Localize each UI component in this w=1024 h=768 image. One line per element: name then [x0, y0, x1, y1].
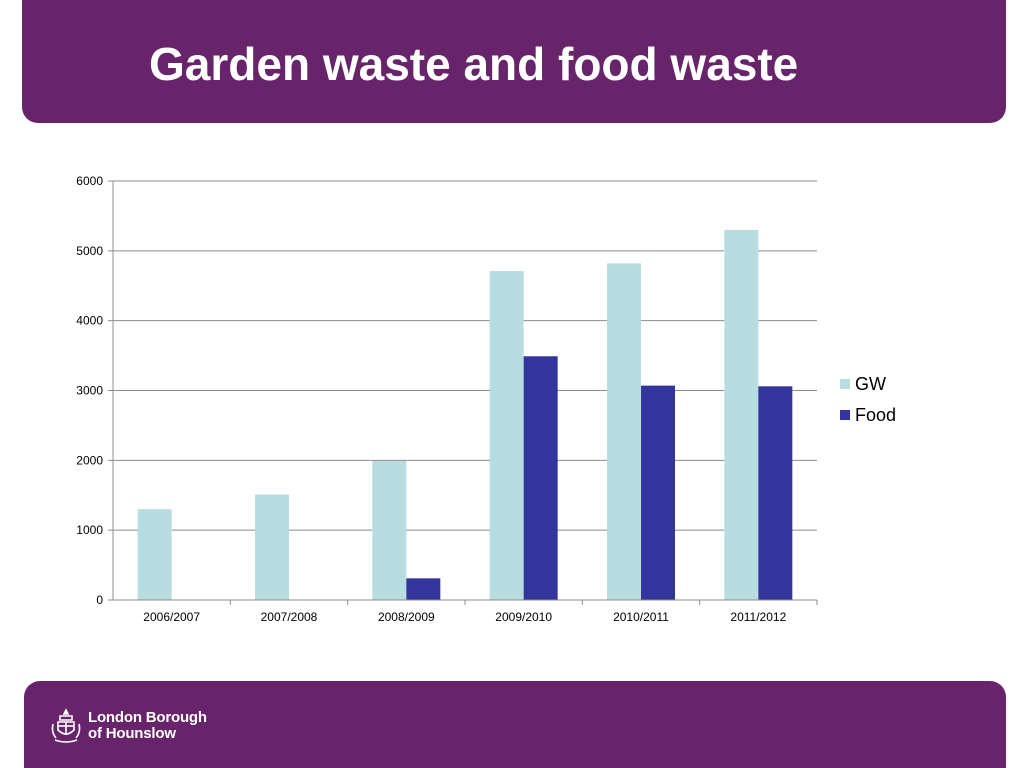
- legend-label-food: Food: [855, 405, 896, 425]
- bar-food-2009-2010: [523, 356, 558, 600]
- x-tick-label: 2009/2010: [495, 610, 552, 624]
- header-band: [22, 0, 1006, 123]
- slide-title: Garden waste and food waste: [149, 38, 799, 90]
- footer-band: [24, 681, 1006, 768]
- bar-gw-2006-2007: [137, 509, 172, 600]
- bar-gw-2007-2008: [255, 494, 289, 600]
- y-tick-label: 3000: [76, 384, 103, 398]
- bar-layer: [137, 229, 793, 600]
- logo-line-2: of Hounslow: [88, 725, 176, 742]
- logo-line-1: London Borough: [88, 709, 207, 726]
- bar-food-2008-2009: [406, 578, 441, 600]
- grid-layer: [113, 180, 817, 531]
- bar-food-2011-2012: [758, 386, 793, 600]
- y-tick-label: 4000: [76, 314, 103, 328]
- borough-crest-icon: [51, 708, 81, 743]
- bar-gw-2011-2012: [724, 229, 759, 600]
- logo-text: London Borough of Hounslow: [88, 710, 207, 742]
- bar-food-2010-2011: [641, 385, 675, 600]
- y-tick-label: 2000: [76, 453, 103, 467]
- axis-layer: 0 1000 2000 3000 4000 5000 6000 2006/2007 2007/2…: [76, 174, 818, 624]
- y-tick-label: 5000: [76, 244, 103, 258]
- bar-gw-2008-2009: [372, 461, 407, 600]
- x-tick-label: 2006/2007: [143, 610, 200, 624]
- legend-swatch-food: [840, 410, 850, 420]
- x-tick-label: 2010/2011: [613, 610, 669, 624]
- x-tick-label: 2008/2009: [378, 610, 435, 624]
- y-tick-label: 0: [96, 593, 103, 607]
- x-tick-label: 2007/2008: [261, 610, 318, 624]
- bar-gw-2009-2010: [489, 271, 524, 600]
- y-tick-label: 6000: [76, 174, 103, 188]
- legend-swatch-gw: [840, 379, 850, 389]
- bar-gw-2010-2011: [607, 263, 641, 600]
- borough-logo: London Borough of Hounslow: [50, 708, 207, 744]
- legend: GW Food: [840, 374, 896, 425]
- y-tick-label: 1000: [76, 523, 103, 537]
- x-tick-label: 2011/2012: [730, 610, 786, 624]
- legend-label-gw: GW: [855, 374, 886, 394]
